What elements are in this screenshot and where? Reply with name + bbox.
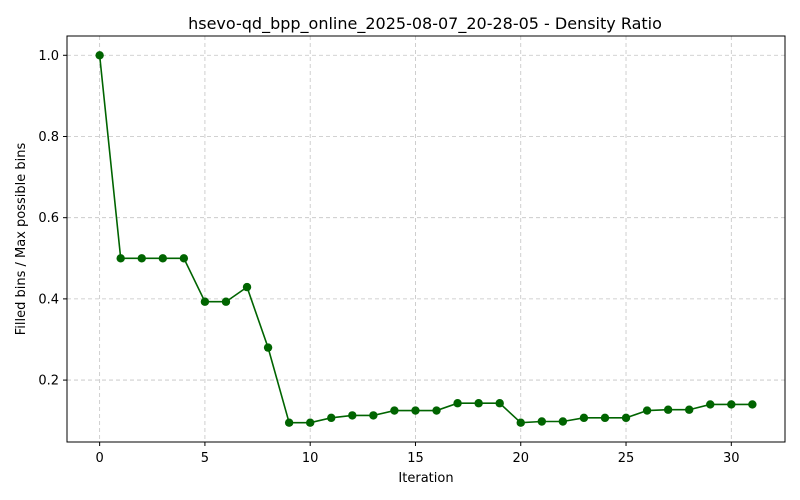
data-point: [327, 413, 336, 423]
data-point: [474, 399, 483, 408]
data-point: [621, 413, 631, 423]
data-point: [263, 343, 273, 352]
y-tick-label: 0.8: [38, 130, 59, 145]
x-tick-label: 5: [201, 451, 209, 466]
series-line: [95, 51, 757, 427]
x-tick-label: 20: [512, 451, 529, 466]
data-point: [158, 254, 168, 263]
chart-title: hsevo-qd_bpp_online_2025-08-07_20-28-05 …: [188, 14, 662, 34]
data-point: [516, 418, 525, 427]
grid-lines: [67, 36, 785, 442]
data-point: [348, 411, 357, 420]
x-tick-label: 15: [407, 451, 424, 466]
x-tick-label: 30: [723, 451, 740, 466]
data-point: [369, 411, 378, 420]
data-point: [221, 297, 231, 306]
data-point: [706, 400, 715, 409]
y-tick-label: 0.6: [38, 211, 59, 226]
data-point: [137, 254, 146, 263]
data-point: [684, 405, 694, 414]
data-point: [642, 406, 652, 415]
data-point: [242, 282, 252, 292]
data-point: [600, 413, 610, 423]
data-point: [179, 254, 189, 263]
data-point: [284, 418, 294, 427]
data-point: [748, 400, 757, 409]
y-tick-label: 1.0: [38, 49, 59, 64]
y-axis-label: Filled bins / Max possible bins: [14, 143, 29, 336]
data-point: [558, 417, 568, 426]
data-point: [305, 418, 315, 427]
data-point: [579, 413, 589, 423]
data-point: [453, 399, 462, 408]
data-point: [432, 406, 441, 415]
x-tick-label: 0: [95, 451, 103, 466]
axis-ticks: 0 5 10 15 20 25 30 0.2 0.4 0.6 0.8 1.0: [38, 49, 739, 466]
data-point: [537, 417, 547, 426]
data-point: [411, 406, 420, 415]
plot-frame: [66, 35, 786, 443]
x-tick-label: 10: [302, 451, 319, 466]
y-tick-label: 0.2: [38, 374, 59, 389]
data-point: [116, 254, 125, 263]
y-tick-label: 0.4: [38, 292, 59, 307]
data-point: [390, 406, 399, 415]
density-ratio-line: [98, 55, 753, 424]
data-point: [663, 405, 673, 414]
data-point: [95, 51, 104, 60]
x-tick-label: 25: [618, 451, 635, 466]
data-point: [200, 297, 210, 306]
data-point: [727, 400, 736, 409]
data-point: [495, 399, 504, 408]
x-axis-label: Iteration: [398, 471, 453, 486]
